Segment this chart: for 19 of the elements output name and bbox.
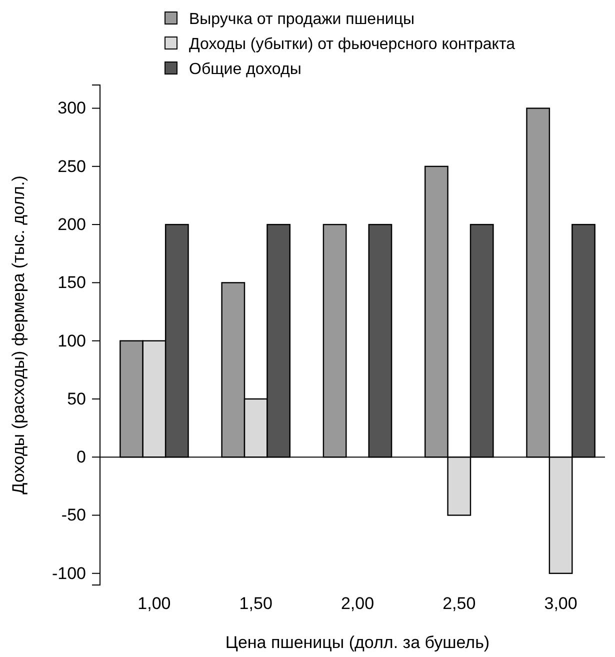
y-tick-label: 300 bbox=[58, 98, 86, 118]
x-tick-label: 3,00 bbox=[544, 594, 578, 614]
x-tick-label: 2,50 bbox=[442, 594, 476, 614]
x-tick-label: 1,00 bbox=[138, 594, 171, 614]
y-tick-label: -100 bbox=[52, 564, 86, 583]
y-tick-label: 200 bbox=[58, 214, 86, 234]
y-tick-label: 50 bbox=[67, 389, 86, 408]
y-tick-label: 0 bbox=[76, 448, 86, 467]
y-tick-label: 150 bbox=[58, 273, 86, 292]
y-tick-label: 250 bbox=[58, 156, 86, 176]
x-tick-label: 2,00 bbox=[340, 594, 374, 614]
x-axis-title: Цена пшеницы (долл. за бушель) bbox=[225, 633, 490, 652]
y-tick-label: -50 bbox=[61, 506, 86, 525]
x-tick-label: 1,50 bbox=[239, 594, 272, 614]
legend-label: Выручка от продажи пшеницы bbox=[189, 11, 415, 28]
y-tick-label: 100 bbox=[58, 331, 86, 350]
legend-label: Общие доходы bbox=[189, 61, 302, 78]
legend-label: Доходы (убытки) от фьючерсного контракта bbox=[189, 36, 516, 53]
y-axis-title: Доходы (расходы) фермера (тыс. долл.) bbox=[9, 176, 28, 494]
